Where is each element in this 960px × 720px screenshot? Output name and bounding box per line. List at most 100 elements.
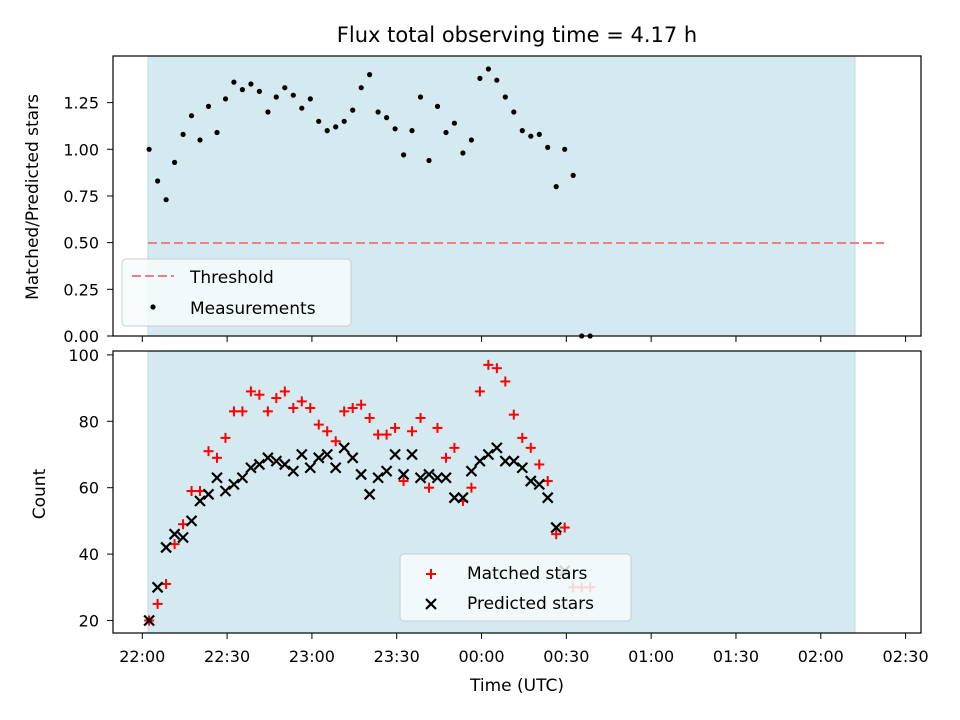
measurement-point: [562, 146, 568, 152]
measurement-point: [384, 115, 390, 121]
matched-star-point: [211, 452, 222, 463]
matched-star-point: [313, 419, 324, 430]
matched-star-point: [279, 386, 290, 397]
bottom-y-tick-label: 40: [79, 545, 99, 564]
measurement-point: [443, 129, 449, 136]
bottom-x-tick-label: 23:30: [374, 647, 420, 666]
measurement-point: [205, 103, 212, 109]
matched-star-point: [271, 393, 282, 404]
bottom-legend-box: [399, 553, 632, 622]
bottom-x-tick-label: 22:30: [204, 647, 250, 666]
predicted-star-point: [245, 462, 257, 474]
predicted-star-point: [457, 491, 469, 504]
predicted-star-point: [202, 488, 215, 501]
predicted-star-point: [474, 455, 486, 467]
measurement-point: [146, 146, 152, 152]
measurement-point: [545, 144, 551, 150]
top-legend: Threshold Measurements: [121, 258, 352, 327]
predicted-star-point: [423, 468, 435, 481]
matched-star-point: [398, 476, 409, 487]
matched-star-point: [262, 406, 273, 417]
bottom-x-tick-label: 02:00: [798, 647, 844, 666]
matched-star-point: [347, 403, 358, 414]
measurement-point: [239, 87, 245, 93]
predicted-star-point: [397, 468, 410, 481]
predicted-star-point: [253, 458, 266, 471]
measurement-point: [248, 81, 254, 87]
matched-star-point: [449, 442, 460, 453]
matched-star-point: [474, 386, 485, 397]
measurement-points: [146, 66, 593, 339]
measurement-point: [307, 96, 313, 102]
measurement-point: [502, 94, 508, 100]
predicted-star-point: [380, 465, 393, 477]
matched-star-point: [525, 442, 536, 453]
predicted-star-point: [389, 448, 401, 461]
measurement-point: [528, 133, 534, 139]
measurement-point: [172, 159, 178, 165]
top-legend-box: [121, 258, 352, 327]
predicted-star-point: [465, 465, 478, 477]
matched-star-point: [508, 409, 519, 420]
measurement-point: [494, 77, 500, 83]
matched-star-point: [424, 482, 434, 493]
bottom-x-tick-label: 01:00: [628, 647, 674, 666]
matched-star-point: [152, 598, 163, 609]
measurement-point: [392, 126, 398, 132]
measurement-point: [451, 120, 457, 126]
bottom-plot-frame: [112, 350, 922, 634]
predicted-star-point: [236, 471, 249, 484]
top-y-axis: 0.00 0.25 0.50 0.75 1.00 1.25: [63, 94, 113, 346]
measurement-point: [163, 197, 169, 203]
predicted-star-point: [262, 452, 274, 464]
predicted-star-point: [321, 448, 334, 461]
measurement-point: [511, 109, 517, 115]
predicted-star-point: [160, 541, 172, 554]
matched-star-point: [483, 359, 494, 370]
measurement-point: [214, 129, 220, 136]
measurement-point: [188, 113, 195, 119]
chart-title: Flux total observing time = 4.17 h: [337, 23, 697, 47]
predicted-star-points: [143, 442, 571, 627]
matched-star-point: [517, 432, 528, 443]
matched-star-point: [407, 426, 418, 437]
measurement-point: [417, 94, 424, 100]
matched-star-point: [254, 389, 265, 400]
measurement-point: [282, 85, 288, 91]
matched-star-point: [500, 376, 511, 387]
x-axis-label: Time (UTC): [469, 676, 564, 696]
matched-star-point: [288, 403, 299, 414]
predicted-legend-marker: [425, 598, 437, 610]
top-y-tick-label: 1.00: [63, 140, 99, 159]
matched-star-points: [144, 359, 596, 626]
predicted-star-point: [143, 614, 155, 627]
predicted-star-point: [304, 462, 317, 474]
predicted-star-point: [431, 471, 444, 484]
predicted-legend-label: Predicted stars: [467, 594, 594, 614]
bottom-y-tick-label: 80: [79, 412, 99, 431]
predicted-star-point: [312, 452, 325, 464]
matched-star-point: [466, 482, 477, 493]
measurement-point: [299, 105, 305, 111]
matched-star-point: [296, 396, 307, 407]
measurement-point: [333, 124, 339, 130]
measurement-point: [426, 157, 432, 164]
matched-star-point: [373, 429, 384, 440]
bottom-x-tick-label: 02:30: [883, 647, 929, 666]
measurement-point: [409, 128, 415, 134]
measurement-point: [350, 107, 356, 113]
matched-star-point: [169, 539, 180, 550]
predicted-star-point: [287, 465, 300, 477]
matched-star-point: [305, 403, 316, 414]
measurement-point: [553, 184, 559, 190]
predicted-star-point: [524, 475, 537, 487]
top-y-tick-label: 0.75: [63, 187, 99, 206]
predicted-legend-swatch: [425, 598, 437, 610]
top-x-axis-ticks: [141, 336, 907, 342]
measurement-point: [222, 96, 229, 102]
matched-star-point: [220, 432, 231, 443]
predicted-star-point: [372, 471, 384, 484]
predicted-star-point: [355, 468, 367, 481]
matched-star-point: [381, 429, 392, 440]
measurement-point: [197, 137, 203, 143]
